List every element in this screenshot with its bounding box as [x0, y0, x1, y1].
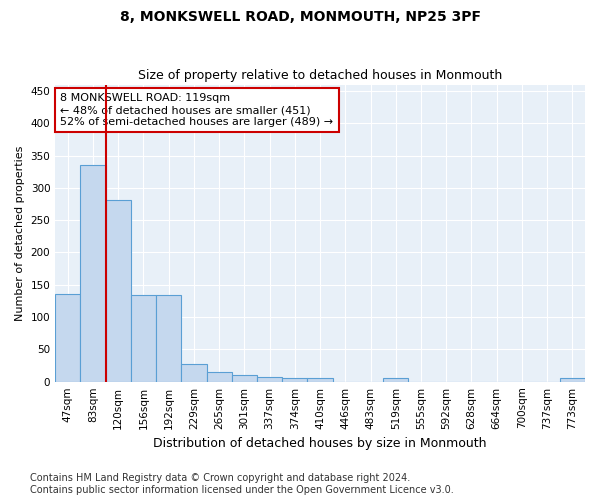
Bar: [257, 377, 282, 382]
Bar: [383, 378, 409, 382]
Bar: [232, 374, 257, 382]
Y-axis label: Number of detached properties: Number of detached properties: [15, 146, 25, 321]
Text: 8, MONKSWELL ROAD, MONMOUTH, NP25 3PF: 8, MONKSWELL ROAD, MONMOUTH, NP25 3PF: [119, 10, 481, 24]
Text: 8 MONKSWELL ROAD: 119sqm
← 48% of detached houses are smaller (451)
52% of semi-: 8 MONKSWELL ROAD: 119sqm ← 48% of detach…: [61, 94, 334, 126]
Bar: [181, 364, 206, 382]
Bar: [307, 378, 332, 382]
Text: Contains HM Land Registry data © Crown copyright and database right 2024.
Contai: Contains HM Land Registry data © Crown c…: [30, 474, 454, 495]
Bar: [156, 295, 181, 382]
Bar: [282, 378, 307, 382]
Bar: [206, 372, 232, 382]
Bar: [106, 200, 131, 382]
Bar: [560, 378, 585, 382]
Bar: [80, 164, 106, 382]
X-axis label: Distribution of detached houses by size in Monmouth: Distribution of detached houses by size …: [154, 437, 487, 450]
Bar: [131, 295, 156, 382]
Bar: [55, 294, 80, 382]
Title: Size of property relative to detached houses in Monmouth: Size of property relative to detached ho…: [138, 69, 502, 82]
